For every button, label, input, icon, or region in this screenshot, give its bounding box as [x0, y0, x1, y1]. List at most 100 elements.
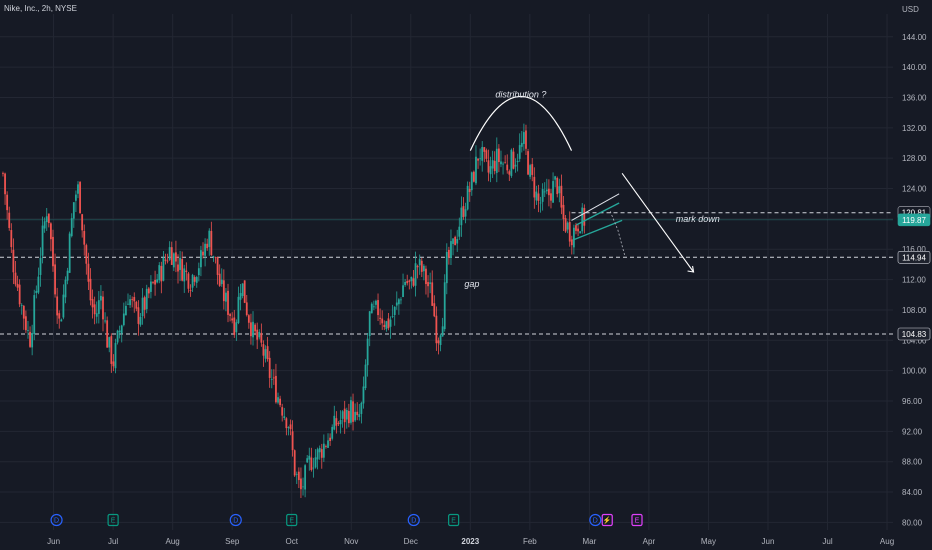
candle-body: [287, 427, 290, 429]
candle-body: [343, 408, 346, 423]
candle-body: [68, 233, 71, 273]
candle-body: [454, 236, 457, 246]
candle-body: [66, 270, 69, 281]
candle-body: [52, 236, 54, 267]
candle-body: [310, 457, 313, 470]
candle-body: [47, 213, 50, 224]
time-axis[interactable]: Jun Jul Aug Sep Oct Nov Dec 2023 Feb Mar Apr May Jun…: [47, 537, 894, 546]
candle-body: [64, 279, 67, 298]
candle-body: [402, 285, 404, 298]
dividend-marker: [589, 513, 602, 527]
dividend-marker: [229, 513, 242, 527]
candle-body: [352, 401, 354, 422]
ticker-title: Nike, Inc., 2h, NYSE: [4, 4, 77, 13]
candle-body: [27, 330, 29, 332]
candle-body: [331, 427, 334, 439]
candle-body: [210, 230, 213, 256]
candle-body: [183, 268, 186, 282]
candle-body: [56, 296, 59, 316]
candle-body: [570, 239, 573, 246]
candle-body: [577, 228, 579, 232]
candle-body: [420, 260, 423, 272]
candle-body: [187, 273, 190, 289]
candle-body: [308, 455, 311, 460]
candle-body: [497, 148, 500, 163]
candle-body: [562, 204, 565, 220]
candle-body: [435, 315, 438, 344]
distribution-label: distribution ?: [495, 89, 546, 99]
candle-body: [114, 342, 117, 369]
candle-body: [568, 222, 571, 242]
candle-body: [460, 207, 463, 226]
candle-body: [412, 278, 415, 286]
event-letter: E: [635, 518, 640, 525]
candle-body: [356, 411, 359, 416]
candle-body: [104, 320, 106, 322]
candle-body: [154, 279, 156, 285]
earnings-marker: [286, 513, 298, 527]
price-tag: [897, 327, 931, 341]
candle-body: [216, 257, 219, 275]
candle-body: [135, 301, 138, 309]
price-tag: [897, 213, 931, 227]
candle-body: [83, 231, 86, 245]
candle-body: [535, 191, 538, 201]
candle-body: [479, 158, 482, 160]
candle-body: [268, 357, 271, 378]
price-axis[interactable]: 80.00 84.00 88.00 92.00 96.00 100.00 104.00 108…: [902, 5, 927, 527]
split-marker: [601, 513, 613, 527]
x-tick-label: Jul: [108, 537, 118, 546]
x-tick-label: Feb: [523, 537, 537, 546]
candle-body: [545, 189, 548, 192]
candle-body: [279, 398, 282, 406]
candle-body: [368, 311, 371, 337]
candle-body: [89, 278, 92, 301]
candle-body: [39, 257, 42, 275]
candle-body: [452, 238, 454, 244]
candle-body: [281, 407, 284, 416]
candle-body: [450, 241, 452, 258]
channel-mid: [575, 202, 620, 226]
candle-body: [54, 264, 56, 295]
candle-body: [139, 316, 142, 325]
candle-body: [375, 300, 377, 305]
x-tick-label: Aug: [880, 537, 894, 546]
candle-body: [237, 296, 240, 323]
x-tick-label: Apr: [643, 537, 656, 546]
earnings-marker: [107, 513, 119, 527]
candle-body: [2, 172, 4, 174]
candle-body: [137, 307, 140, 324]
candle-body: [447, 249, 450, 258]
candle-body: [297, 471, 300, 481]
y-tick-label: 84.00: [902, 488, 923, 497]
dividend-marker: [407, 513, 420, 527]
candle-body: [573, 227, 575, 248]
y-tick-label: 124.00: [902, 185, 927, 194]
candle-body: [33, 295, 36, 335]
candle-body: [422, 265, 425, 272]
candle-body: [552, 181, 554, 203]
x-tick-label: Jun: [762, 537, 775, 546]
y-tick-label: 112.00: [902, 276, 926, 285]
candle-body: [541, 189, 544, 202]
candle-body: [239, 293, 242, 300]
candle-body: [510, 149, 513, 176]
candle-body: [322, 443, 325, 458]
candle-body: [24, 316, 27, 331]
candle-body: [247, 315, 250, 323]
candle-body: [177, 264, 179, 272]
candle-body: [208, 230, 211, 247]
candle-body: [160, 266, 163, 282]
candle-body: [495, 148, 498, 173]
candle-body: [229, 314, 231, 316]
candle-body: [406, 281, 409, 284]
candle-body: [31, 333, 34, 348]
candle-body: [266, 346, 269, 360]
candle-body: [289, 424, 292, 430]
candle-body: [431, 282, 434, 306]
candle-body: [493, 160, 496, 172]
candle-body: [200, 250, 202, 268]
candle-body: [581, 207, 584, 232]
candle-body: [339, 419, 342, 425]
